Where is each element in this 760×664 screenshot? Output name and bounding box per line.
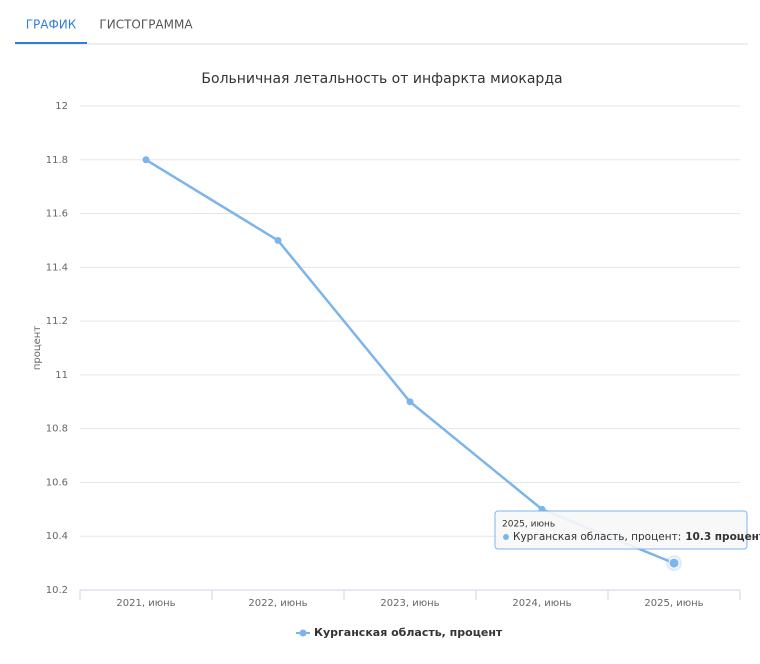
y-tick-label: 11.4: [46, 262, 68, 273]
tab[interactable]: ГРАФИК: [26, 18, 77, 32]
point: [142, 156, 150, 164]
tooltip-value: 10.3 процент: [685, 531, 760, 543]
y-tick-label: 11.8: [46, 155, 68, 166]
point: [274, 236, 282, 244]
y-tick-label: 10.4: [46, 531, 68, 542]
y-tick-label: 11.2: [46, 316, 68, 327]
x-tick-label: 2021, июнь: [116, 598, 175, 609]
point: [406, 398, 414, 406]
tooltip-box: [494, 510, 748, 550]
tooltip-series-name: Курганская область, процент:: [513, 531, 681, 543]
legend-label: Курганская область, процент: [314, 626, 503, 639]
x-tick-label: 2025, июнь: [644, 598, 703, 609]
y-tick-label: 10.2: [46, 585, 68, 596]
x-tick-label: 2023, июнь: [380, 598, 439, 609]
line: [145, 158, 675, 565]
tooltip-series: Курганская область, процент: 10.3 процент: [513, 531, 760, 543]
x-tick-label: 2022, июнь: [248, 598, 307, 609]
tab[interactable]: ГИСТОГРАММА: [99, 18, 193, 32]
tooltip-marker: [503, 534, 509, 540]
y-tick-label: 11: [55, 370, 68, 381]
legend-marker: [299, 629, 307, 637]
tab-underline: [15, 42, 87, 44]
y-axis-title: процент: [32, 326, 43, 371]
y-tick-label: 10.8: [46, 424, 68, 435]
y-tick-label: 11.6: [46, 209, 68, 220]
tooltip-header: 2025, июнь: [502, 520, 555, 530]
point: [668, 557, 680, 569]
chart-title: Больничная летальность от инфаркта миока…: [201, 71, 562, 87]
y-tick-label: 10.6: [46, 477, 68, 488]
x-tick-label: 2024, июнь: [512, 598, 571, 609]
y-tick-label: 12: [55, 101, 68, 112]
